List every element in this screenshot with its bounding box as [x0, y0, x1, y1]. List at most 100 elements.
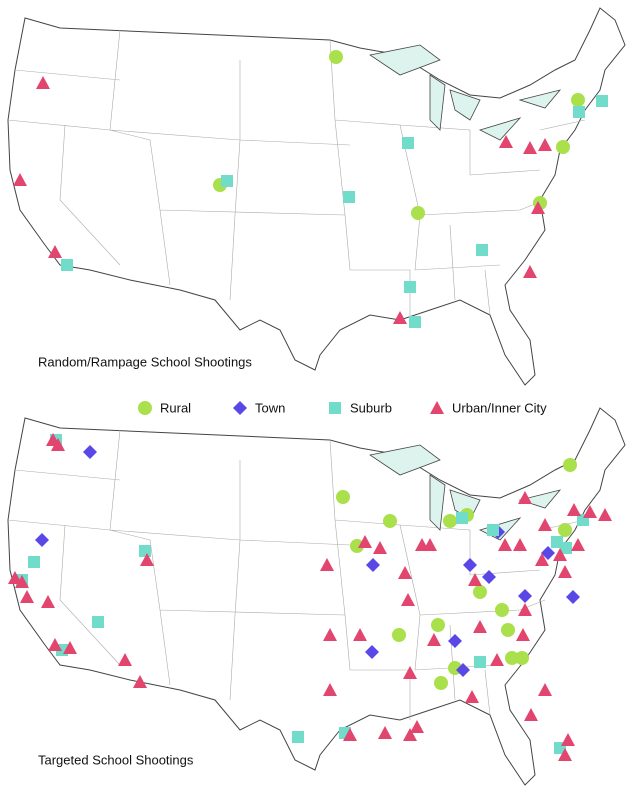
- marker-rural: [350, 539, 364, 553]
- marker-rural: [392, 628, 406, 642]
- marker-suburb: [476, 244, 488, 256]
- marker-rural: [556, 140, 570, 154]
- marker-urban: [531, 201, 545, 214]
- legend-label: Urban/Inner City: [452, 400, 547, 415]
- marker-town: [365, 645, 379, 659]
- legend-label: Suburb: [350, 400, 392, 415]
- marker-urban: [15, 575, 29, 588]
- marker-rural: [558, 523, 572, 537]
- marker-urban: [598, 508, 612, 521]
- marker-urban: [583, 505, 597, 518]
- marker-urban: [571, 538, 585, 551]
- marker-urban: [343, 728, 357, 741]
- marker-town: [448, 634, 462, 648]
- marker-urban: [490, 653, 504, 666]
- markers: [8, 50, 612, 761]
- marker-rural: [329, 50, 343, 64]
- marker-urban: [538, 138, 552, 151]
- marker-urban: [410, 720, 424, 733]
- marker-urban: [430, 401, 444, 414]
- marker-urban: [558, 748, 572, 761]
- marker-urban: [48, 245, 62, 258]
- marker-suburb: [456, 512, 468, 524]
- marker-rural: [336, 490, 350, 504]
- marker-urban: [468, 573, 482, 586]
- marker-town: [366, 558, 380, 572]
- marker-urban: [523, 265, 537, 278]
- map-top: [7, 7, 626, 386]
- marker-town: [35, 533, 49, 547]
- marker-suburb: [329, 402, 341, 414]
- map-title: Targeted School Shootings: [38, 752, 194, 767]
- marker-urban: [393, 311, 407, 324]
- marker-urban: [118, 653, 132, 666]
- marker-rural: [383, 514, 397, 528]
- marker-urban: [323, 628, 337, 641]
- marker-suburb: [343, 191, 355, 203]
- marker-suburb: [402, 137, 414, 149]
- marker-rural: [443, 514, 457, 528]
- marker-urban: [20, 590, 34, 603]
- marker-urban: [353, 628, 367, 641]
- marker-suburb: [292, 731, 304, 743]
- marker-urban: [423, 538, 437, 551]
- marker-urban: [13, 173, 27, 186]
- marker-rural: [501, 623, 515, 637]
- marker-urban: [538, 683, 552, 696]
- marker-suburb: [474, 656, 486, 668]
- marker-suburb: [487, 524, 499, 536]
- marker-town: [83, 445, 97, 459]
- marker-suburb: [28, 556, 40, 568]
- marker-urban: [538, 518, 552, 531]
- marker-urban: [378, 726, 392, 739]
- marker-urban: [518, 491, 532, 504]
- marker-suburb: [61, 259, 73, 271]
- marker-urban: [8, 571, 22, 584]
- marker-suburb: [596, 95, 608, 107]
- marker-suburb: [404, 281, 416, 293]
- legend-label: Rural: [160, 400, 191, 415]
- marker-urban: [499, 135, 513, 148]
- marker-urban: [558, 565, 572, 578]
- marker-urban: [36, 76, 50, 89]
- marker-urban: [427, 633, 441, 646]
- marker-urban: [513, 538, 527, 551]
- marker-town: [518, 589, 532, 603]
- marker-town: [463, 558, 477, 572]
- marker-suburb: [560, 542, 572, 554]
- marker-urban: [401, 593, 415, 606]
- marker-urban: [523, 141, 537, 154]
- marker-urban: [133, 675, 147, 688]
- marker-suburb: [573, 106, 585, 118]
- marker-town: [456, 663, 470, 677]
- map-title: Random/Rampage School Shootings: [38, 354, 252, 369]
- marker-suburb: [221, 175, 233, 187]
- marker-urban: [567, 503, 581, 516]
- marker-urban: [465, 690, 479, 703]
- marker-urban: [41, 595, 55, 608]
- marker-urban: [48, 638, 62, 651]
- marker-rural: [563, 458, 577, 472]
- marker-rural: [411, 206, 425, 220]
- marker-urban: [561, 733, 575, 746]
- marker-rural: [473, 585, 487, 599]
- marker-suburb: [139, 545, 151, 557]
- marker-rural: [495, 603, 509, 617]
- map-bottom: [7, 407, 626, 786]
- legend-label: Town: [255, 400, 285, 415]
- marker-urban: [524, 708, 538, 721]
- marker-town: [482, 570, 496, 584]
- marker-urban: [403, 728, 417, 741]
- marker-suburb: [92, 616, 104, 628]
- marker-urban: [358, 535, 372, 548]
- marker-urban: [140, 553, 154, 566]
- marker-town: [566, 590, 580, 604]
- marker-urban: [498, 538, 512, 551]
- marker-rural: [505, 651, 519, 665]
- marker-urban: [373, 541, 387, 554]
- marker-suburb: [409, 316, 421, 328]
- marker-urban: [403, 666, 417, 679]
- marker-urban: [63, 641, 77, 654]
- marker-rural: [515, 651, 529, 665]
